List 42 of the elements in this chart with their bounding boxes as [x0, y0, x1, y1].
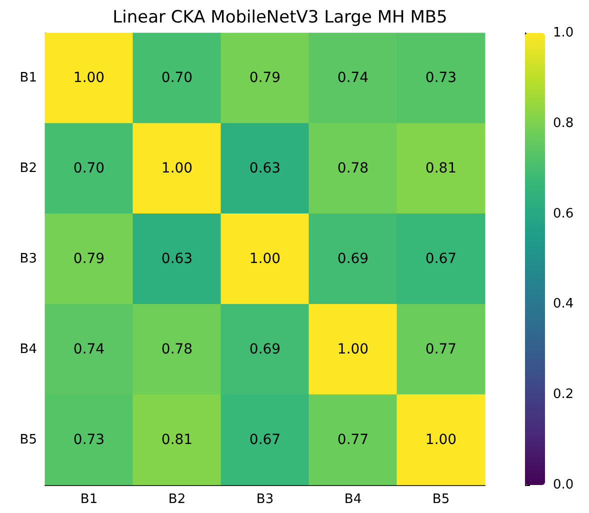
data-label: 1.00 — [73, 70, 105, 86]
x-tick-label: B2 — [168, 492, 186, 507]
x-tick-label: B5 — [432, 492, 450, 507]
color-bar-label: 0.4 — [553, 296, 574, 312]
data-label: 1.00 — [337, 341, 369, 358]
data-label: 0.70 — [161, 70, 193, 86]
y-tick-label: B2 — [20, 161, 37, 176]
data-label: 0.63 — [161, 251, 193, 267]
data-label: 0.79 — [249, 70, 281, 86]
data-label: 0.77 — [425, 341, 457, 358]
data-label: 0.74 — [337, 70, 369, 86]
y-tick-label: B4 — [20, 342, 37, 357]
data-label: 1.00 — [249, 251, 281, 267]
data-label: 0.63 — [249, 160, 281, 177]
data-label: 0.81 — [425, 160, 457, 177]
data-label: 0.67 — [425, 251, 457, 267]
data-label: 0.74 — [73, 341, 105, 358]
y-tick-label: B3 — [20, 252, 37, 266]
color-bar-label: 0.8 — [553, 116, 574, 131]
x-tick-label: B3 — [256, 492, 274, 507]
data-label: 0.69 — [249, 341, 281, 358]
data-label: 0.78 — [161, 341, 193, 358]
y-tick-label: B1 — [20, 70, 37, 86]
data-label: 0.69 — [337, 251, 369, 267]
color-bar-label: 0.6 — [553, 206, 574, 222]
data-label: 0.78 — [337, 160, 369, 177]
chart-title: Linear CKA MobileNetV3 Large MH MB5 — [112, 8, 448, 28]
x-tick-label: B4 — [344, 492, 362, 507]
color-bar-label: 1.0 — [553, 26, 574, 40]
data-label: 1.00 — [161, 160, 193, 177]
data-label: 0.73 — [73, 432, 105, 448]
data-label: 0.67 — [249, 432, 281, 448]
x-tick-label: B1 — [80, 492, 98, 507]
y-tick-label: B5 — [20, 432, 37, 448]
data-label: 0.73 — [425, 70, 457, 86]
data-label: 0.77 — [337, 432, 369, 448]
data-label: 0.79 — [73, 251, 105, 267]
data-label: 0.70 — [73, 160, 105, 177]
data-label: 1.00 — [425, 432, 457, 448]
color-bar-label: 0.0 — [553, 478, 574, 492]
data-label: 0.81 — [161, 432, 193, 448]
color-bar-label: 0.2 — [553, 387, 574, 402]
